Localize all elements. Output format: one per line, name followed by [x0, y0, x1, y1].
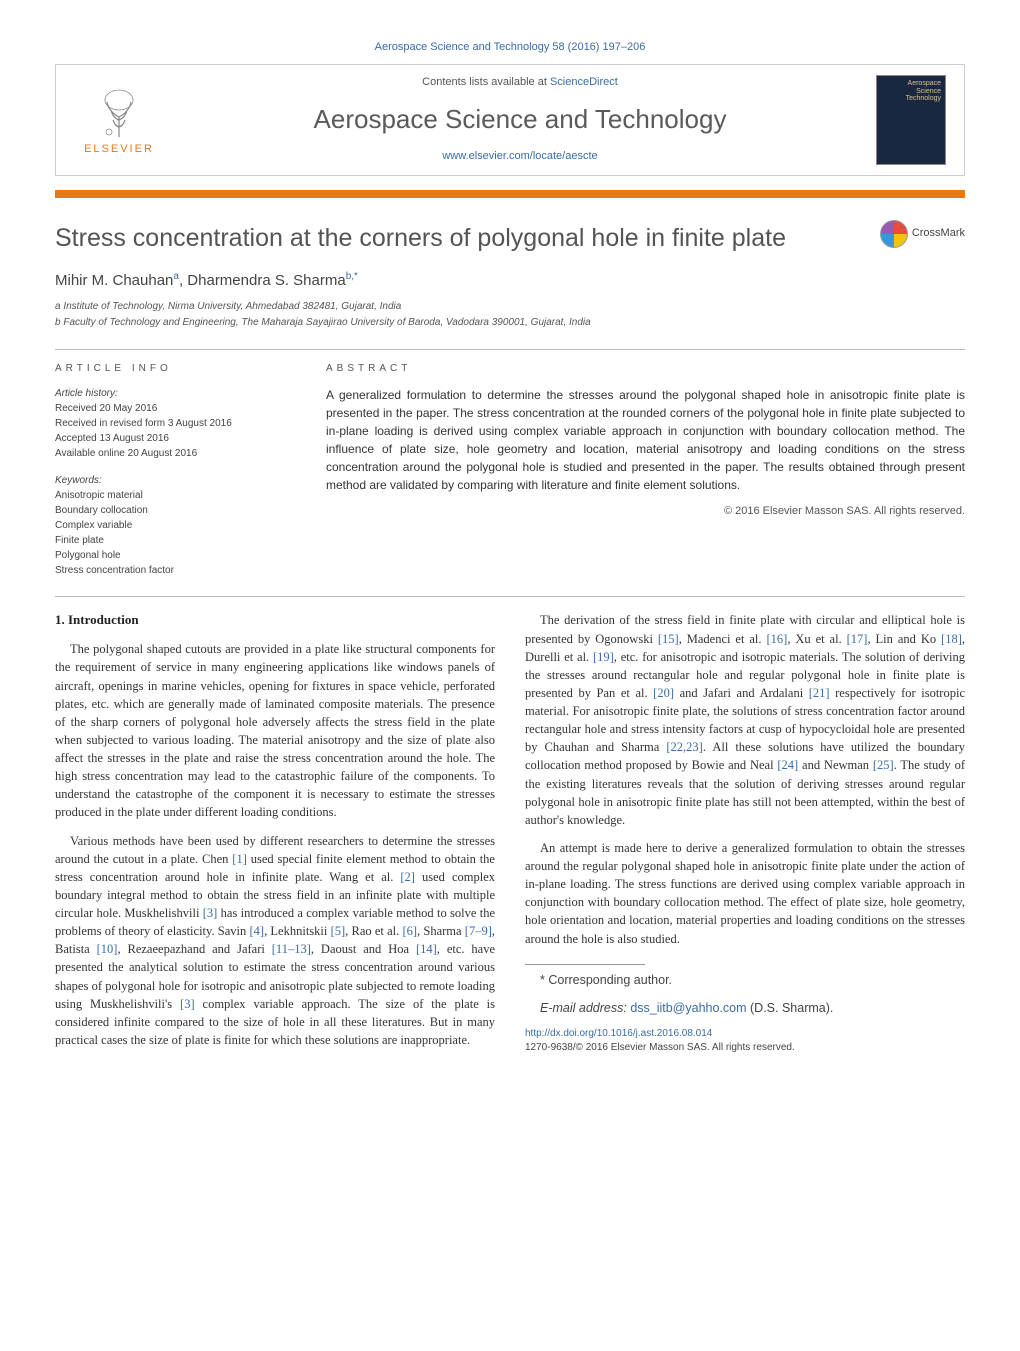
history-accepted: Accepted 13 August 2016 [55, 433, 169, 444]
journal-name: Aerospace Science and Technology [164, 101, 876, 139]
journal-cover-thumb: Aerospace Science Technology [876, 75, 946, 165]
author-2-affil-mark: b,* [346, 271, 358, 282]
history-online: Available online 20 August 2016 [55, 448, 197, 459]
crossmark-label: CrossMark [912, 226, 965, 242]
p3-seg-d: , Lin and Ko [867, 632, 941, 646]
intro-para-2: Various methods have been used by differ… [55, 832, 495, 1050]
contents-prefix: Contents lists available at [422, 76, 550, 88]
footnote-rule [525, 964, 645, 965]
abstract-block: abstract A generalized formulation to de… [326, 362, 965, 579]
author-2: Dharmendra S. Sharma [187, 272, 345, 289]
p3-seg-j: and Newman [798, 758, 873, 772]
cite-2[interactable]: [2] [400, 870, 415, 884]
rule-bottom [55, 596, 965, 597]
cite-22-23[interactable]: [22,23] [666, 740, 702, 754]
cite-1[interactable]: [1] [232, 852, 247, 866]
rule-top [55, 349, 965, 350]
abstract-heading: abstract [326, 362, 965, 377]
intro-para-3: The derivation of the stress field in fi… [525, 611, 965, 829]
author-email-link[interactable]: dss_iitb@yahho.com [630, 1001, 746, 1015]
cover-label: Aerospace Science Technology [881, 80, 941, 103]
elsevier-tree-icon [89, 82, 149, 142]
cite-17[interactable]: [17] [847, 632, 868, 646]
p2-seg-j: , Daoust and Hoa [311, 942, 416, 956]
cite-18[interactable]: [18] [941, 632, 962, 646]
cite-14[interactable]: [14] [416, 942, 437, 956]
intro-para-1: The polygonal shaped cutouts are provide… [55, 640, 495, 821]
cite-24[interactable]: [24] [777, 758, 798, 772]
paper-title: Stress concentration at the corners of p… [55, 220, 866, 256]
journal-homepage-link[interactable]: www.elsevier.com/locate/aescte [442, 150, 597, 162]
p3-seg-c: , Xu et al. [787, 632, 846, 646]
cite-21[interactable]: [21] [809, 686, 830, 700]
cite-3[interactable]: [3] [203, 906, 218, 920]
publisher-logo: ELSEVIER [74, 75, 164, 165]
history-received: Received 20 May 2016 [55, 403, 157, 414]
history-revised: Received in revised form 3 August 2016 [55, 418, 232, 429]
intro-para-4: An attempt is made here to derive a gene… [525, 839, 965, 948]
keyword-4: Finite plate [55, 535, 104, 546]
email-suffix: (D.S. Sharma). [747, 1001, 834, 1015]
history-label: Article history: [55, 388, 118, 399]
cite-19[interactable]: [19] [593, 650, 614, 664]
cite-6[interactable]: [6] [402, 924, 417, 938]
section-1-heading: 1. Introduction [55, 611, 495, 630]
author-1: Mihir M. Chauhan [55, 272, 173, 289]
affiliation-b: b Faculty of Technology and Engineering,… [55, 316, 965, 331]
author-1-affil-mark: a [173, 271, 179, 282]
p2-seg-i: , Rezaeepazhand and Jafari [117, 942, 271, 956]
article-info-block: article info Article history: Received 2… [55, 362, 290, 579]
cite-16[interactable]: [16] [766, 632, 787, 646]
p3-seg-b: , Madenci et al. [679, 632, 767, 646]
running-head: Aerospace Science and Technology 58 (201… [55, 40, 965, 56]
corresponding-author-note: * Corresponding author. [525, 971, 965, 989]
affiliation-a: a Institute of Technology, Nirma Univers… [55, 300, 965, 315]
accent-bar [55, 190, 965, 198]
keyword-5: Polygonal hole [55, 550, 121, 561]
doi-link[interactable]: http://dx.doi.org/10.1016/j.ast.2016.08.… [525, 1028, 712, 1039]
crossmark-icon [880, 220, 908, 248]
cite-7-9[interactable]: [7–9] [465, 924, 492, 938]
p2-seg-g: , Sharma [417, 924, 465, 938]
email-label: E-mail address: [540, 1001, 630, 1015]
publisher-name: ELSEVIER [84, 142, 154, 158]
cite-25[interactable]: [25] [873, 758, 894, 772]
cite-20[interactable]: [20] [653, 686, 674, 700]
p3-seg-g: and Jafari and Ardalani [674, 686, 809, 700]
cite-11-13[interactable]: [11–13] [272, 942, 311, 956]
sciencedirect-link[interactable]: ScienceDirect [550, 76, 618, 88]
cite-5[interactable]: [5] [331, 924, 346, 938]
keyword-6: Stress concentration factor [55, 565, 174, 576]
crossmark-badge[interactable]: CrossMark [880, 220, 965, 248]
keywords-label: Keywords: [55, 473, 290, 488]
body-two-column: 1. Introduction The polygonal shaped cut… [55, 611, 965, 1057]
keyword-2: Boundary collocation [55, 505, 148, 516]
issn-copyright: 1270-9638/© 2016 Elsevier Masson SAS. Al… [525, 1042, 795, 1053]
email-line: E-mail address: dss_iitb@yahho.com (D.S.… [525, 999, 965, 1017]
keyword-3: Complex variable [55, 520, 132, 531]
article-info-heading: article info [55, 362, 290, 377]
cite-10[interactable]: [10] [97, 942, 118, 956]
journal-header: ELSEVIER Contents lists available at Sci… [55, 64, 965, 176]
abstract-text: A generalized formulation to determine t… [326, 386, 965, 494]
cite-3b[interactable]: [3] [180, 997, 195, 1011]
cite-15[interactable]: [15] [658, 632, 679, 646]
abstract-copyright: © 2016 Elsevier Masson SAS. All rights r… [326, 504, 965, 520]
p2-seg-f: , Rao et al. [345, 924, 402, 938]
author-list: Mihir M. Chauhana, Dharmendra S. Sharmab… [55, 270, 965, 292]
keyword-1: Anisotropic material [55, 490, 143, 501]
cite-4[interactable]: [4] [250, 924, 265, 938]
p2-seg-e: , Lekhnitskii [264, 924, 331, 938]
contents-available-line: Contents lists available at ScienceDirec… [164, 75, 876, 91]
